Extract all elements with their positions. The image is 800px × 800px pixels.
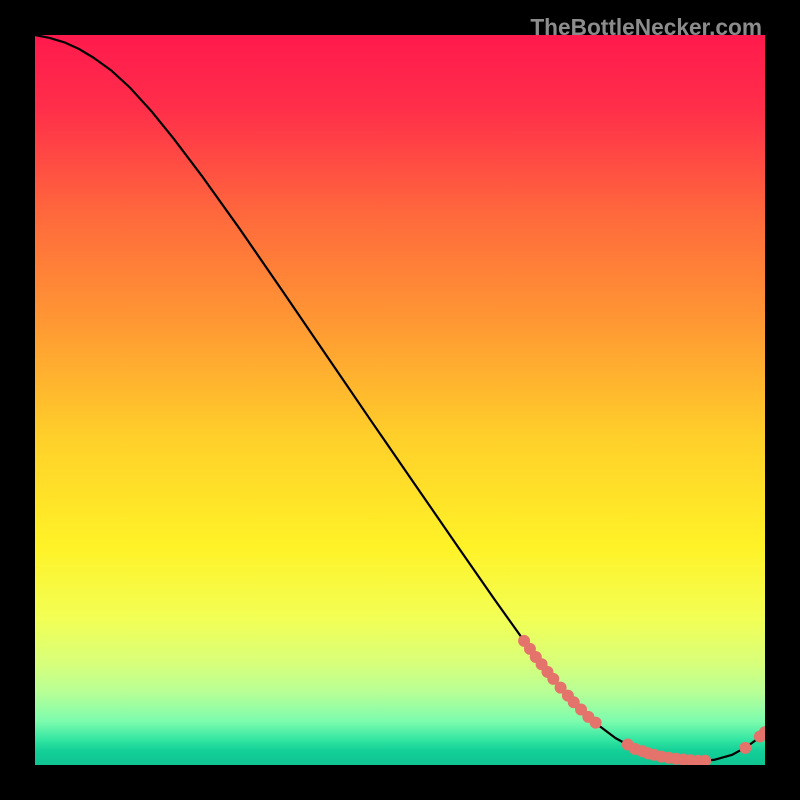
data-marker: [700, 755, 711, 765]
data-marker: [740, 742, 751, 753]
plot-area: [35, 35, 765, 765]
data-marker: [590, 717, 601, 728]
plot-overlay-svg: [35, 35, 765, 765]
data-marker: [548, 673, 559, 684]
watermark-text: TheBottleNecker.com: [530, 14, 762, 41]
chart-stage: TheBottleNecker.com: [0, 0, 800, 800]
data-markers: [519, 635, 765, 765]
bottleneck-curve: [35, 35, 765, 761]
